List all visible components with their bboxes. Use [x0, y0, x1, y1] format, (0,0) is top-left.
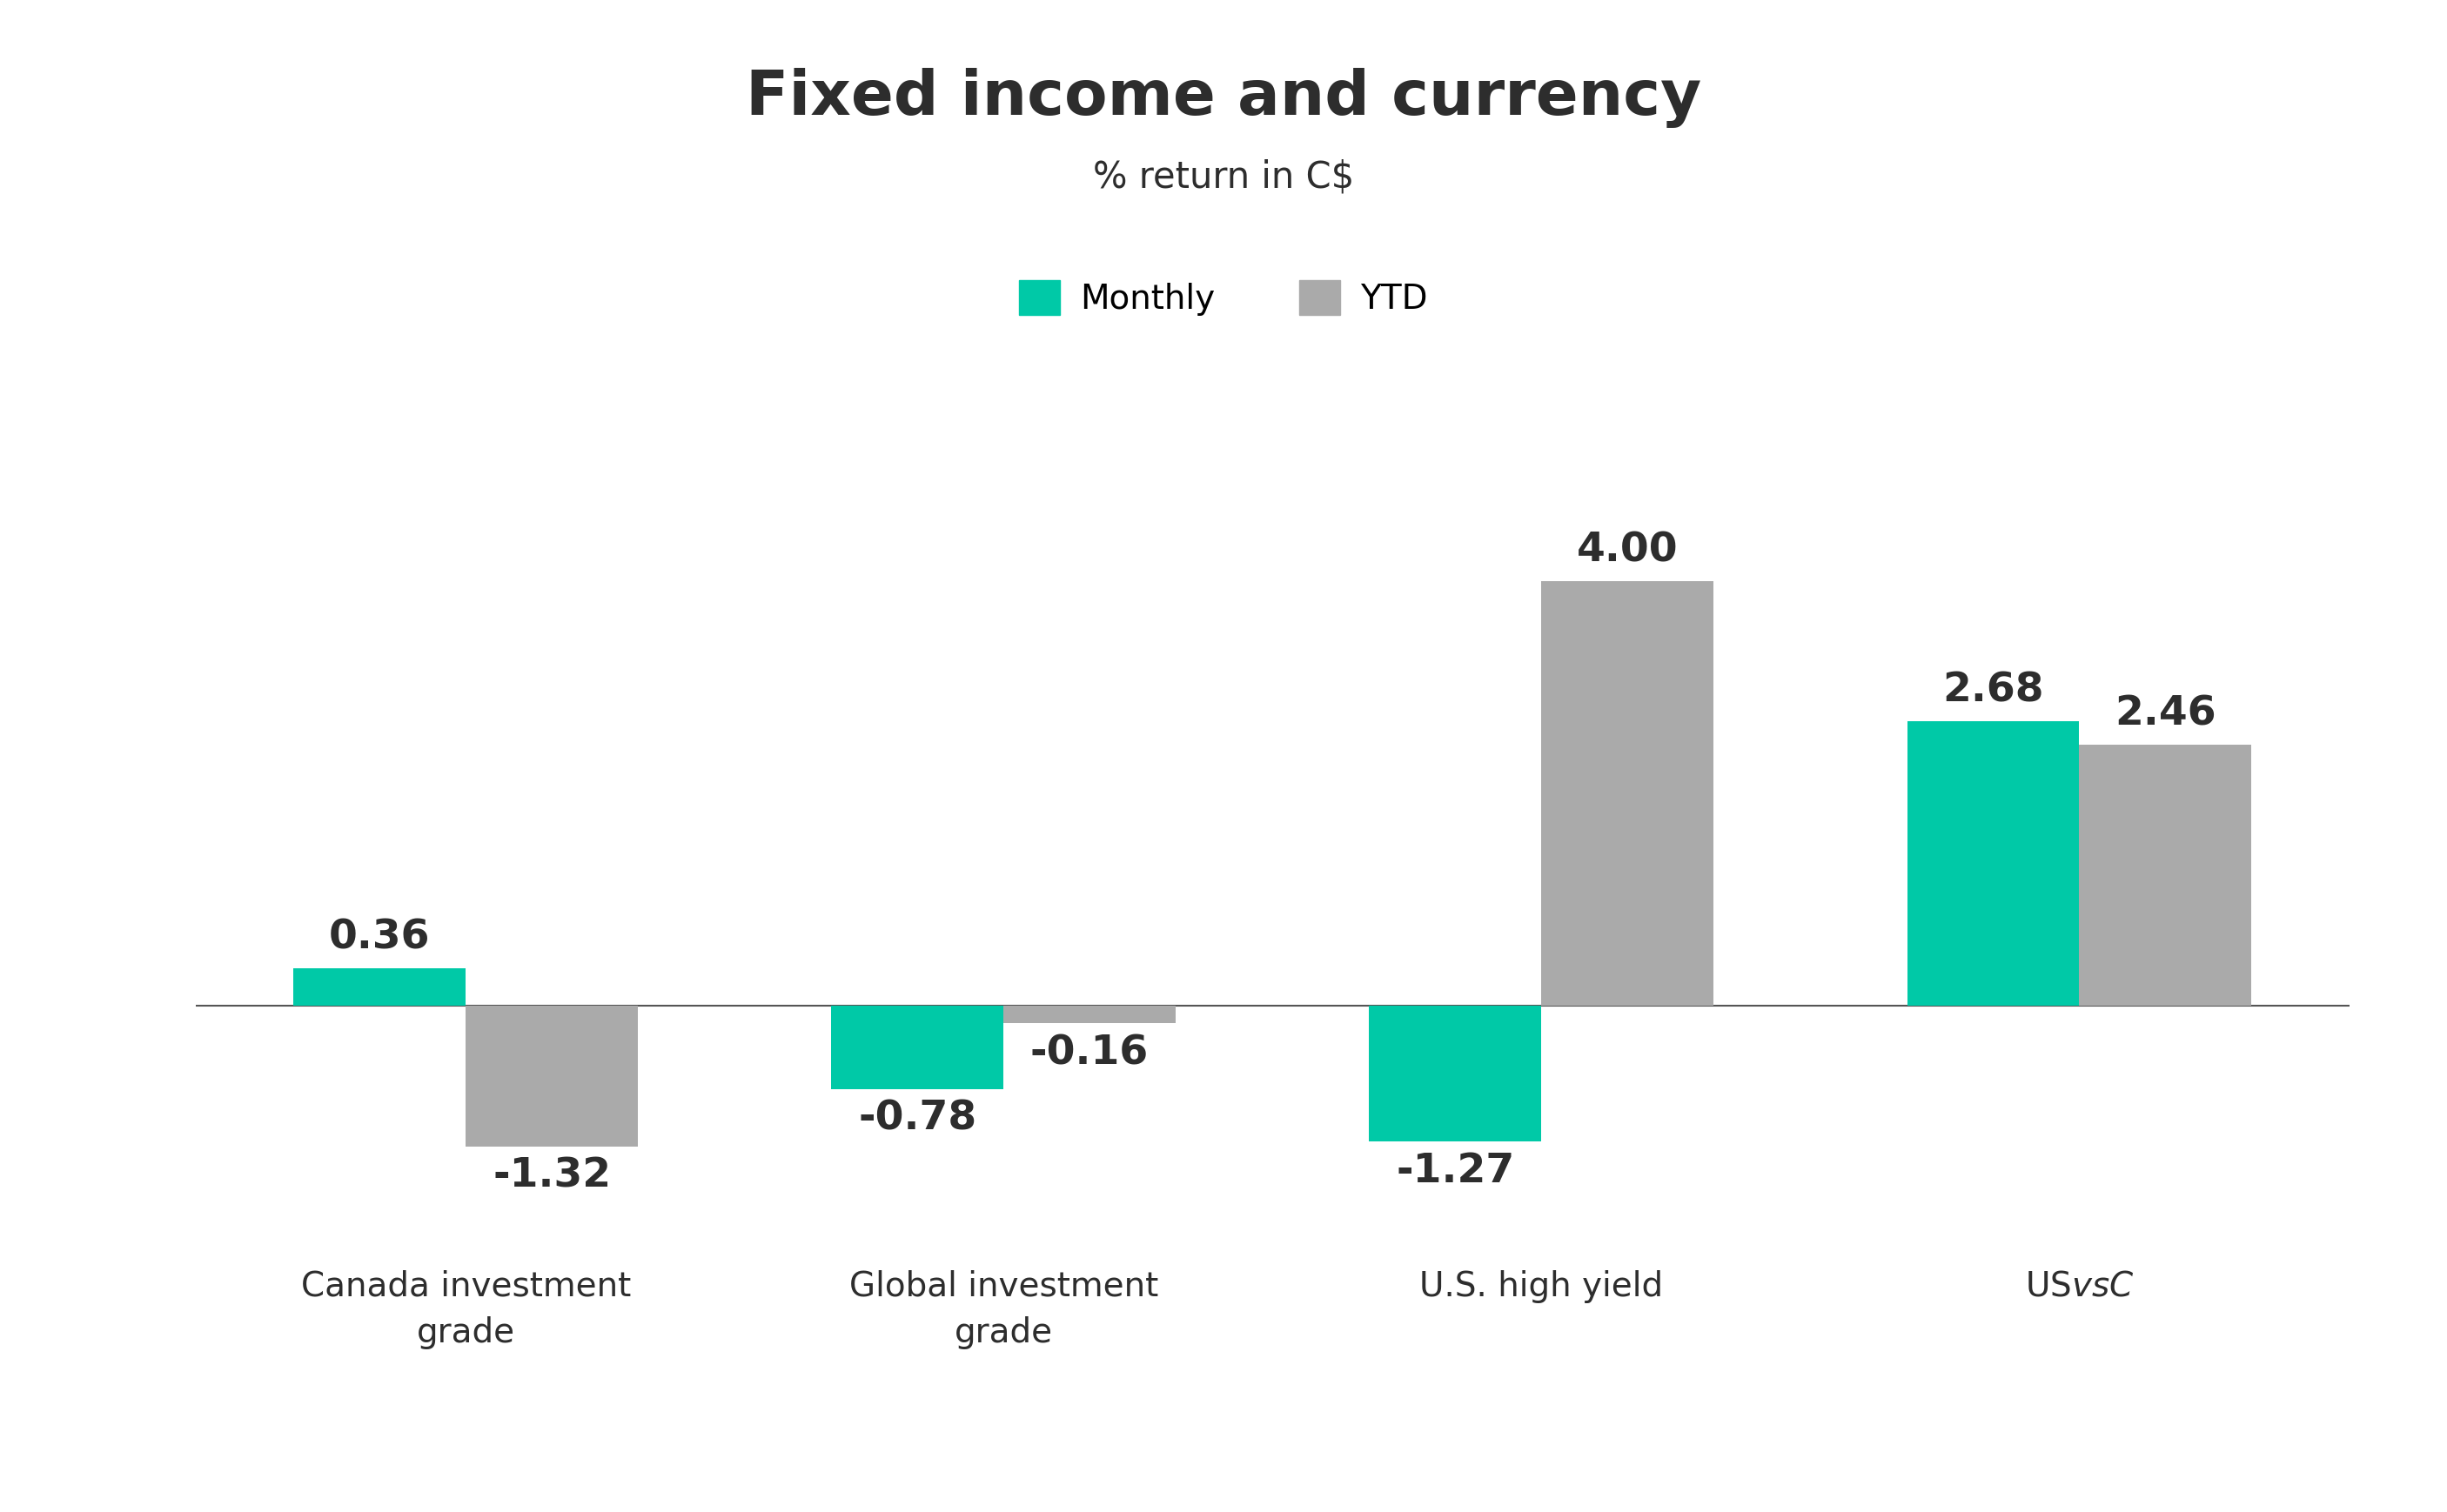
Text: 0.36: 0.36 [328, 918, 431, 957]
Text: Fixed income and currency: Fixed income and currency [746, 68, 1701, 129]
Text: -1.27: -1.27 [1395, 1152, 1515, 1191]
Bar [465, 1005, 639, 1146]
Text: % return in C$: % return in C$ [1094, 159, 1353, 195]
Bar [294, 968, 465, 1005]
Legend: Monthly, YTD: Monthly, YTD [1006, 266, 1441, 330]
Bar [832, 1005, 1003, 1089]
Bar [1003, 1005, 1175, 1024]
Text: -0.78: -0.78 [859, 1099, 976, 1139]
Text: -1.32: -1.32 [492, 1157, 612, 1196]
Bar [1542, 581, 1713, 1005]
Text: 2.68: 2.68 [1943, 671, 2043, 711]
Text: -0.16: -0.16 [1030, 1034, 1150, 1074]
Text: 4.00: 4.00 [1576, 531, 1679, 570]
Bar [1906, 721, 2080, 1005]
Bar [1370, 1005, 1542, 1142]
Text: 2.46: 2.46 [2114, 696, 2217, 735]
Bar [2080, 745, 2251, 1005]
